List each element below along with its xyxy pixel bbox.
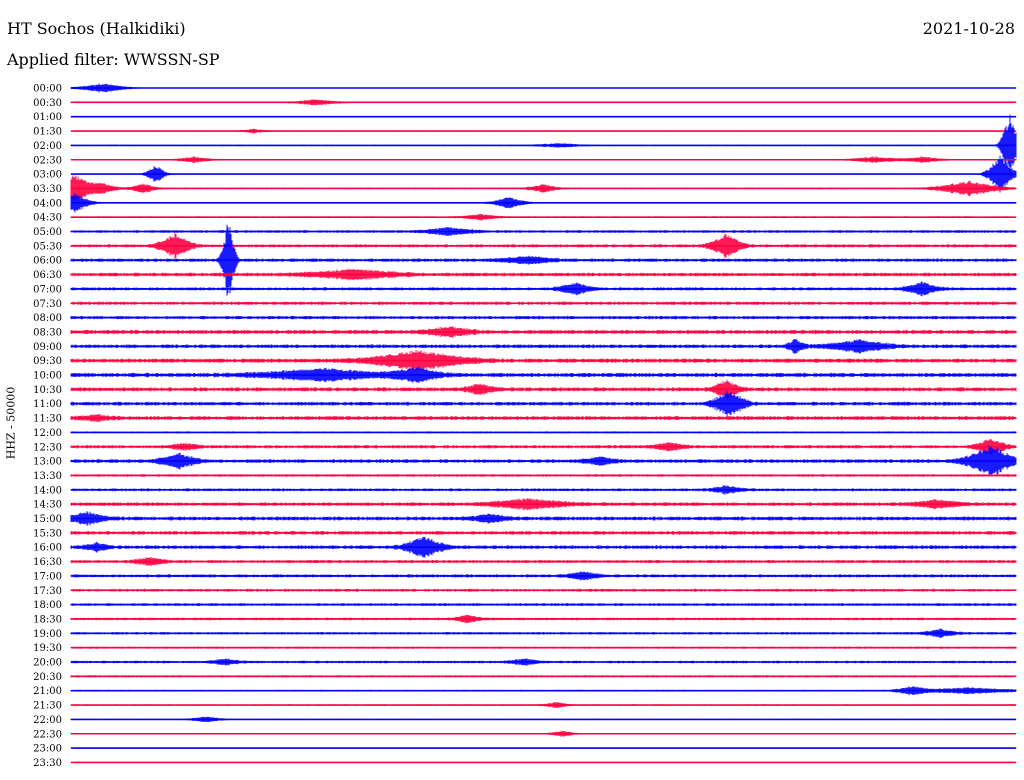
time-tick-label: 18:00 <box>33 600 62 611</box>
time-tick-label: 06:00 <box>33 256 62 267</box>
time-tick-label: 17:30 <box>33 586 62 597</box>
time-tick-label: 17:00 <box>33 571 62 582</box>
time-tick-label: 21:00 <box>33 686 62 697</box>
time-tick-label: 22:00 <box>33 715 62 726</box>
time-tick-label: 13:00 <box>33 457 62 468</box>
time-tick-label: 10:30 <box>33 385 62 396</box>
time-tick-label: 18:30 <box>33 614 62 625</box>
filter-label: Applied filter: WWSSN-SP <box>7 50 220 69</box>
time-tick-label: 22:30 <box>33 729 62 740</box>
time-tick-label: 16:30 <box>33 557 62 568</box>
time-tick-label: 11:00 <box>33 399 62 410</box>
time-tick-labels: 00:00 00:30 01:00 01:30 02:00 02:30 03:00 03:30… <box>33 84 62 769</box>
time-tick-label: 07:00 <box>33 284 62 295</box>
time-tick-label: 23:00 <box>33 744 62 755</box>
time-tick-label: 05:30 <box>33 241 62 252</box>
time-tick-label: 08:00 <box>33 313 62 324</box>
time-tick-label: 04:30 <box>33 213 62 224</box>
time-tick-label: 02:30 <box>33 155 62 166</box>
chart-header: HT Sochos (Halkidiki) Applied filter: WW… <box>0 0 1024 76</box>
time-tick-label: 13:30 <box>33 471 62 482</box>
time-tick-label: 14:30 <box>33 500 62 511</box>
date-label: 2021-10-28 <box>922 19 1015 38</box>
time-tick-label: 16:00 <box>33 543 62 554</box>
time-tick-label: 09:00 <box>33 342 62 353</box>
time-tick-label: 14:00 <box>33 485 62 496</box>
time-tick-label: 05:00 <box>33 227 62 238</box>
time-tick-label: 11:30 <box>33 414 62 425</box>
station-title: HT Sochos (Halkidiki) <box>7 19 186 38</box>
time-tick-label: 00:30 <box>33 98 62 109</box>
time-tick-label: 01:00 <box>33 112 62 123</box>
time-tick-label: 19:00 <box>33 629 62 640</box>
time-tick-label: 04:00 <box>33 198 62 209</box>
time-tick-label: 15:30 <box>33 528 62 539</box>
time-tick-label: 20:30 <box>33 672 62 683</box>
time-tick-label: 03:00 <box>33 170 62 181</box>
time-tick-label: 20:00 <box>33 658 62 669</box>
time-tick-label: 10:00 <box>33 371 62 382</box>
trace-rows <box>70 83 1017 764</box>
time-tick-label: 01:30 <box>33 127 62 138</box>
time-tick-label: 03:30 <box>33 184 62 195</box>
time-tick-label: 23:30 <box>33 758 62 769</box>
time-tick-label: 19:30 <box>33 643 62 654</box>
time-tick-label: 02:00 <box>33 141 62 152</box>
time-tick-label: 12:30 <box>33 442 62 453</box>
time-tick-label: 21:30 <box>33 701 62 712</box>
time-tick-label: 15:00 <box>33 514 62 525</box>
time-tick-label: 06:30 <box>33 270 62 281</box>
time-tick-label: 09:30 <box>33 356 62 367</box>
time-tick-label: 08:30 <box>33 327 62 338</box>
time-tick-label: 00:00 <box>33 84 62 95</box>
time-tick-label: 07:30 <box>33 299 62 310</box>
time-tick-label: 12:00 <box>33 428 62 439</box>
